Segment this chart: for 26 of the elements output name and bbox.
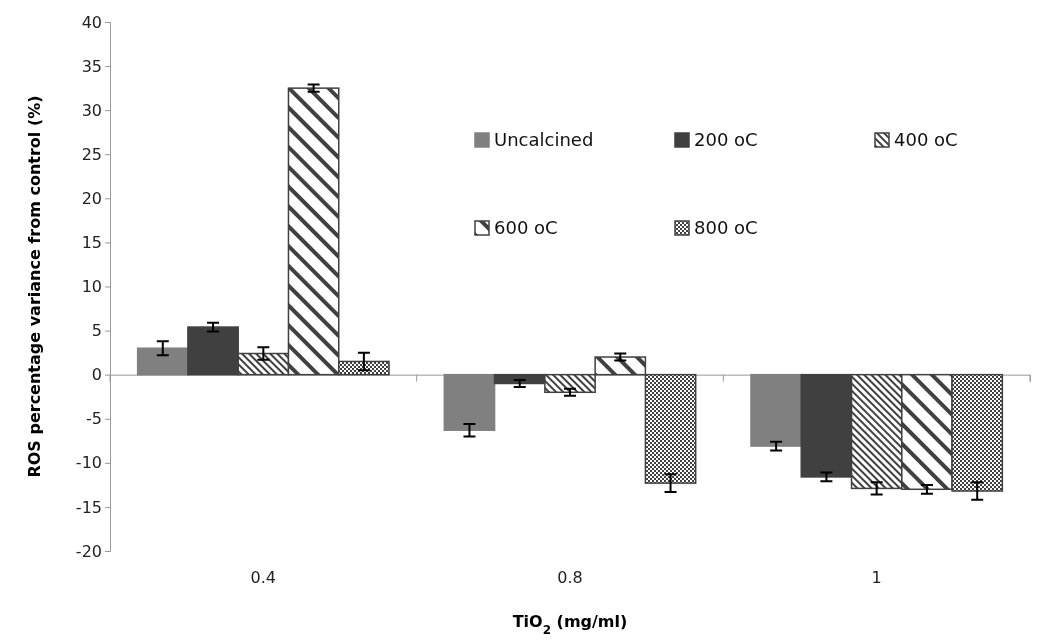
legend-label: 800 oC <box>694 217 758 238</box>
y-tick-label: 20 <box>81 188 102 208</box>
y-tick-label: 0 <box>91 365 102 385</box>
x-axis-title: TiO$_{2}$ (mg/ml) <box>512 612 628 637</box>
y-tick-label: 5 <box>91 321 102 341</box>
x-tick-label: 0.4 <box>250 568 277 587</box>
legend-label: Uncalcined <box>494 129 594 150</box>
x-tick-label: 0.8 <box>557 568 583 587</box>
y-tick-label: -20 <box>75 541 102 561</box>
y-tick-label: 10 <box>81 277 102 297</box>
x-tick-label: 1 <box>871 568 882 587</box>
y-axis-title: ROS percentage variance from control (%) <box>25 95 44 478</box>
legend-label: 400 oC <box>894 129 958 150</box>
y-tick-label: 15 <box>81 233 102 253</box>
y-tick-label: 30 <box>81 100 102 120</box>
y-tick-label: 35 <box>81 56 102 76</box>
legend-label: 600 oC <box>494 217 558 238</box>
legend-label: 200 oC <box>694 129 758 150</box>
bar <box>136 347 189 376</box>
y-tick-label: -10 <box>75 453 102 473</box>
y-tick-label: 40 <box>81 12 102 32</box>
y-tick-label: -5 <box>86 409 102 429</box>
bar <box>750 373 803 447</box>
y-tick-label: -15 <box>75 497 102 517</box>
y-tick-label: 25 <box>81 144 102 164</box>
bar <box>443 373 496 431</box>
